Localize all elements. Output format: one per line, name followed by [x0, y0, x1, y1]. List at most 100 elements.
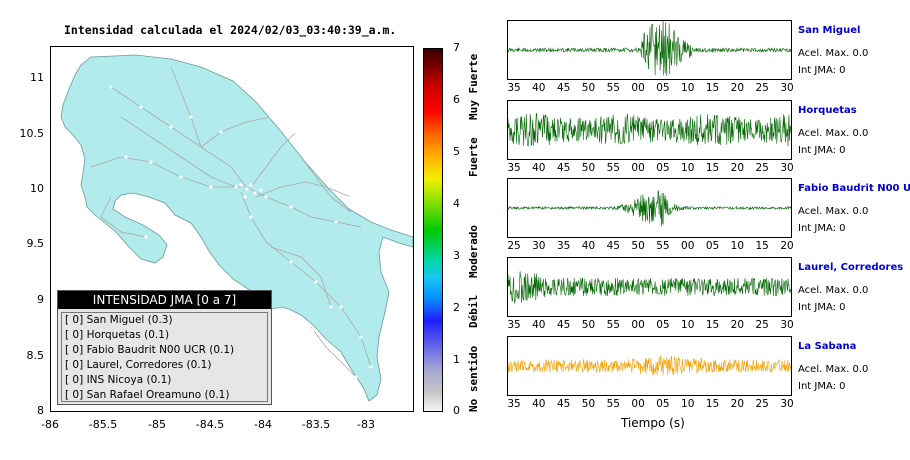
colorbar-category-label: No sentido — [467, 345, 480, 412]
town-marker — [264, 195, 268, 199]
legend-title: INTENSIDAD JMA [0 a 7] — [58, 291, 271, 309]
town-marker — [334, 220, 338, 224]
station-acel: Acel. Max. 0.0 — [798, 364, 869, 375]
waveform-line — [508, 112, 791, 147]
legend-item: [ 0] INS Nicoya (0.1) — [65, 374, 172, 386]
town-marker — [189, 115, 193, 119]
waveform-tick-label: 15 — [705, 82, 720, 94]
waveform-tick-label: 55 — [606, 82, 620, 94]
town-marker — [269, 115, 273, 119]
waveform-tick-label: 35 — [507, 162, 521, 174]
waveform-tick-label: 35 — [507, 398, 521, 410]
town-marker — [354, 375, 358, 379]
waveform-trace — [508, 112, 791, 147]
road-line — [110, 86, 247, 188]
colorbar-category-label: Débil — [467, 294, 480, 328]
town-marker — [294, 130, 298, 134]
road-line — [90, 156, 241, 188]
legend-item: [ 0] San Rafael Oreamuno (0.1) — [65, 389, 230, 401]
waveform-plot — [507, 20, 792, 80]
waveform-tick-label: 35 — [556, 240, 571, 252]
road-line — [240, 191, 372, 368]
waveform-tick-label: 15 — [705, 162, 720, 174]
waveform-tick-label: 25 — [507, 240, 521, 252]
road-line — [120, 116, 237, 188]
lat-tick-label: 10 — [30, 182, 44, 195]
waveform-tick-label: 45 — [556, 82, 571, 94]
station-intensity: Int JMA: 0 — [798, 381, 846, 392]
waveform-tick-label: 55 — [656, 240, 670, 252]
legend-item: [ 0] Fabio Baudrit N00 UCR (0.1) — [65, 344, 235, 356]
waveform-tick-label: 00 — [631, 398, 645, 410]
waveform-tick-label: 50 — [581, 398, 596, 410]
station-intensity: Int JMA: 0 — [798, 145, 846, 156]
waveform-tick-label: 40 — [581, 240, 596, 252]
waveform-tick-label: 05 — [656, 162, 670, 174]
waveform-tick-label: 50 — [581, 82, 596, 94]
lat-tick-label: 9 — [37, 293, 44, 306]
waveform-tick-label: 10 — [681, 398, 695, 410]
town-marker — [289, 205, 293, 209]
road-line — [245, 186, 362, 228]
waveform-tick-label: 55 — [606, 319, 620, 331]
road-line — [250, 131, 297, 188]
lon-tick-label: -84.5 — [195, 418, 225, 431]
colorbar-category-label: Moderado — [467, 225, 480, 278]
lon-tick-label: -85.5 — [88, 418, 118, 431]
waveform-plot — [507, 100, 792, 160]
road-line — [270, 246, 332, 308]
waveform-tick-label: 15 — [705, 319, 720, 331]
town-marker — [314, 280, 318, 284]
town-markers — [109, 85, 373, 379]
waveform-tick-label: 20 — [730, 398, 745, 410]
road-line — [310, 326, 357, 378]
road-line — [255, 181, 352, 198]
waveform-tick-label: 20 — [780, 240, 794, 252]
waveform-tick-label: 25 — [755, 319, 769, 331]
waveform-tick-label: 40 — [532, 82, 546, 94]
colorbar-tick-label: 1 — [453, 353, 460, 366]
intensity-legend: INTENSIDAD JMA [0 a 7] [ 0] San Miguel (… — [57, 290, 272, 405]
waveform-tick-label: 55 — [606, 398, 620, 410]
waveform-tick-label: 40 — [532, 398, 546, 410]
town-marker — [209, 185, 213, 189]
station-acel: Acel. Max. 0.0 — [798, 285, 869, 296]
station-acel: Acel. Max. 0.0 — [798, 206, 869, 217]
town-marker — [144, 235, 148, 239]
lon-tick-label: -86 — [41, 418, 59, 431]
waveform-trace — [508, 271, 791, 304]
waveform-tick-label: 10 — [681, 319, 695, 331]
town-marker — [169, 125, 173, 129]
costa-rica-land — [60, 54, 413, 402]
lon-tick-label: -83 — [357, 418, 375, 431]
waveform-tick-label: 45 — [556, 398, 571, 410]
waveform-line — [508, 190, 791, 227]
town-marker — [234, 185, 238, 189]
legend-list: [ 0] San Miguel (0.3) [ 0] Horquetas (0.… — [61, 312, 268, 402]
town-marker — [339, 305, 343, 309]
waveform-tick-label: 45 — [556, 162, 571, 174]
station-name: Fabio Baudrit N00 UCR — [798, 183, 910, 194]
colorbar-category-label: Fuerte — [467, 137, 480, 177]
road-line — [300, 156, 352, 213]
town-marker — [289, 260, 293, 264]
station-name: San Miguel — [798, 25, 861, 36]
town-marker — [369, 365, 373, 369]
waveform-tick-label: 30 — [532, 240, 546, 252]
waveform-tick-label: 40 — [532, 162, 546, 174]
town-marker — [359, 335, 363, 339]
town-marker — [249, 215, 253, 219]
waveform-tick-label: 40 — [532, 319, 546, 331]
legend-item: [ 0] Laurel, Corredores (0.1) — [65, 359, 212, 371]
station-name: Horquetas — [798, 105, 857, 116]
station-intensity: Int JMA: 0 — [798, 223, 846, 234]
colorbar-tick-label: 4 — [453, 197, 460, 210]
town-marker — [311, 328, 315, 332]
waveform-tick-label: 50 — [581, 319, 596, 331]
waveform-tick-label: 15 — [705, 398, 720, 410]
intensity-colorbar — [423, 48, 443, 412]
town-marker — [124, 155, 128, 159]
waveform-tick-label: 00 — [681, 240, 695, 252]
town-marker — [259, 188, 263, 192]
waveform-tick-label: 15 — [755, 240, 769, 252]
